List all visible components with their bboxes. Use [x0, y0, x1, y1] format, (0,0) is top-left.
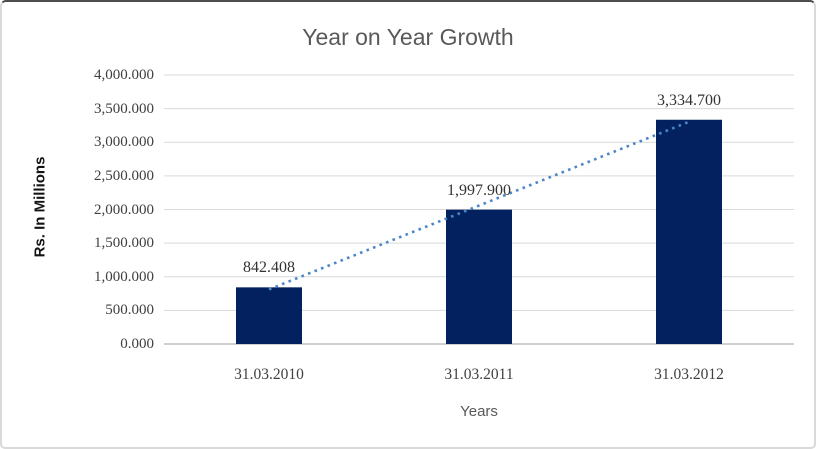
y-tick-label: 4,000.000 [94, 67, 154, 83]
y-tick-label: 3,500.000 [94, 100, 154, 117]
x-category-label: 31.03.2011 [444, 366, 514, 383]
trendline [268, 120, 690, 291]
bar-data-label: 3,334.700 [657, 91, 721, 109]
y-tick-label: 1,000.000 [94, 268, 154, 285]
y-tick-label: 2,000.000 [94, 201, 154, 218]
x-axis-title: Years [460, 403, 498, 420]
bar [656, 119, 722, 344]
y-tick-label: 500.000 [105, 302, 154, 319]
chart-title: Year on Year Growth [302, 24, 514, 50]
y-tick-label: 2,500.000 [94, 167, 154, 184]
bar-data-label: 842.408 [243, 259, 295, 277]
x-category-label: 31.03.2010 [234, 366, 304, 383]
y-tick-label: 3,000.000 [94, 134, 154, 151]
bar [236, 287, 302, 344]
y-tick-label: 1,500.000 [94, 235, 154, 252]
bar [446, 209, 512, 344]
x-category-label: 31.03.2012 [654, 366, 724, 383]
y-tick-label: 0.000 [120, 336, 154, 352]
bar-data-label: 1,997.900 [447, 181, 511, 199]
